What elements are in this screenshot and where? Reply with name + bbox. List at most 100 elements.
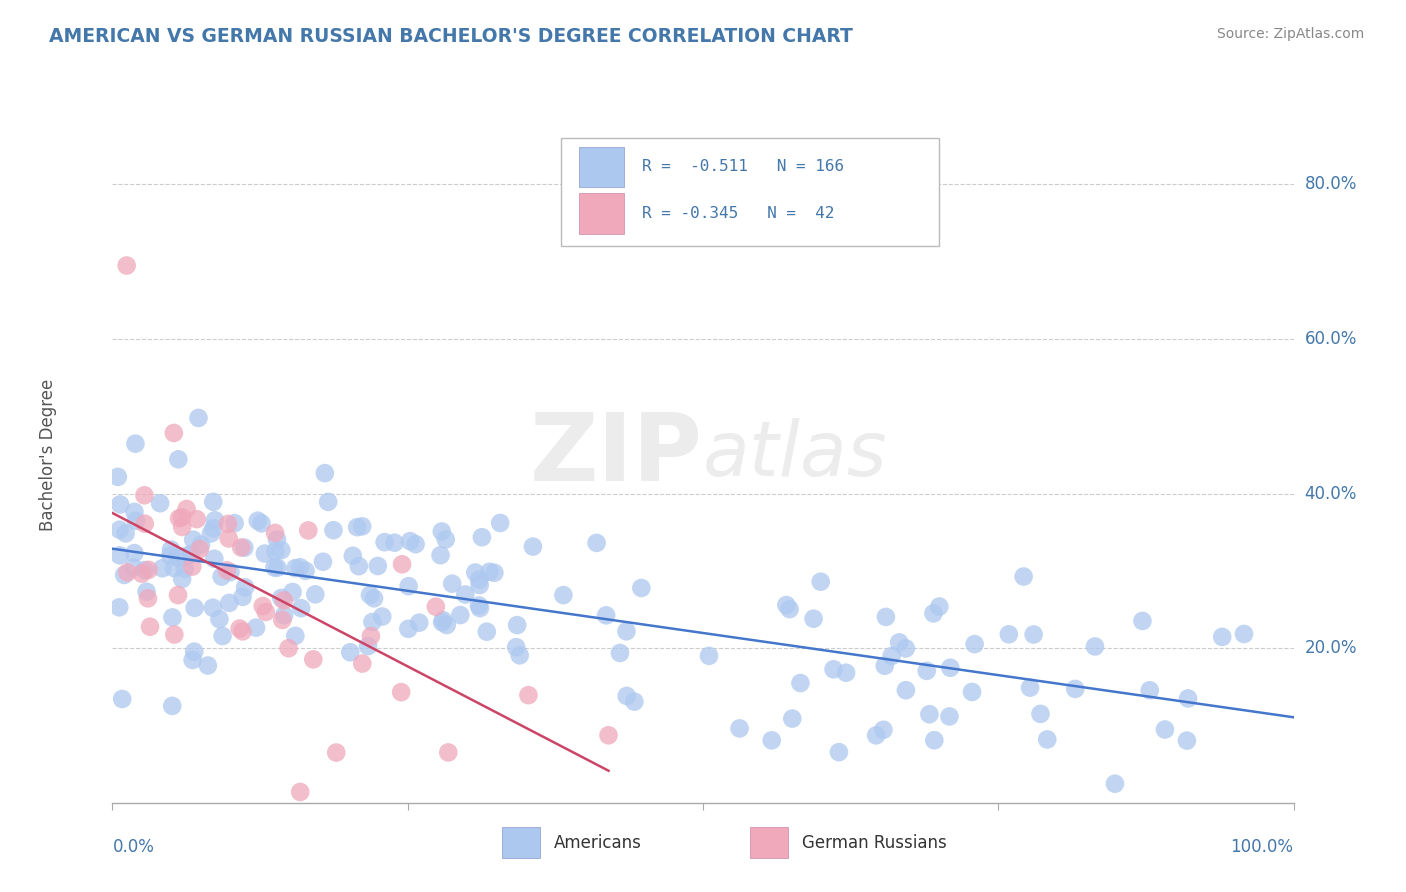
Point bbox=[202, 521, 225, 535]
Point bbox=[938, 709, 960, 723]
Point bbox=[211, 569, 233, 583]
Point bbox=[264, 544, 287, 558]
Point bbox=[865, 728, 887, 742]
Point bbox=[616, 624, 638, 639]
Point bbox=[302, 652, 325, 666]
Point bbox=[170, 510, 193, 524]
FancyBboxPatch shape bbox=[579, 146, 624, 187]
Point bbox=[215, 563, 238, 577]
Point bbox=[190, 538, 212, 552]
Point bbox=[270, 543, 292, 558]
Point bbox=[1036, 732, 1059, 747]
Point bbox=[360, 629, 382, 643]
Point bbox=[135, 584, 157, 599]
Point bbox=[233, 580, 256, 594]
Point bbox=[134, 563, 156, 577]
Text: atlas: atlas bbox=[703, 418, 887, 491]
Point bbox=[352, 657, 374, 671]
Point bbox=[430, 524, 453, 539]
Point bbox=[434, 533, 457, 547]
Point bbox=[396, 622, 419, 636]
Point bbox=[1132, 614, 1154, 628]
Point bbox=[775, 598, 797, 612]
Point bbox=[108, 497, 131, 511]
Point bbox=[517, 688, 540, 702]
Point bbox=[122, 560, 145, 574]
Point bbox=[322, 523, 344, 537]
Point bbox=[304, 587, 326, 601]
Point bbox=[553, 588, 575, 602]
Point bbox=[124, 436, 146, 450]
Point bbox=[149, 496, 172, 510]
Point bbox=[374, 535, 396, 549]
Point bbox=[915, 664, 938, 678]
Point bbox=[998, 627, 1021, 641]
Point bbox=[803, 612, 825, 626]
Point bbox=[1019, 681, 1042, 695]
Point bbox=[183, 644, 205, 658]
Point bbox=[211, 629, 233, 643]
FancyBboxPatch shape bbox=[751, 827, 787, 858]
Point bbox=[204, 513, 226, 527]
Point bbox=[391, 558, 413, 572]
Point bbox=[728, 722, 751, 736]
FancyBboxPatch shape bbox=[561, 138, 939, 246]
Point bbox=[136, 591, 159, 606]
Point bbox=[163, 425, 186, 440]
Point bbox=[408, 615, 430, 630]
Point bbox=[468, 573, 491, 587]
Point bbox=[505, 640, 527, 655]
Point bbox=[125, 514, 148, 528]
Point bbox=[384, 535, 406, 549]
Point bbox=[150, 561, 173, 575]
Point bbox=[437, 746, 460, 760]
Point bbox=[297, 524, 319, 538]
Point bbox=[232, 590, 254, 604]
Text: German Russians: German Russians bbox=[803, 834, 948, 852]
Point bbox=[266, 560, 288, 574]
Point bbox=[609, 646, 631, 660]
FancyBboxPatch shape bbox=[502, 827, 540, 858]
Point bbox=[290, 785, 312, 799]
Point bbox=[436, 618, 458, 632]
Point bbox=[316, 495, 339, 509]
Point bbox=[468, 601, 491, 615]
Point bbox=[312, 555, 335, 569]
Point bbox=[162, 610, 184, 624]
Point bbox=[779, 602, 801, 616]
Point bbox=[371, 609, 394, 624]
Point bbox=[167, 452, 190, 467]
Point bbox=[218, 532, 240, 546]
Point bbox=[875, 610, 897, 624]
Point bbox=[506, 618, 529, 632]
Point bbox=[398, 579, 420, 593]
Text: R =  -0.511   N = 166: R = -0.511 N = 166 bbox=[641, 160, 844, 174]
Point bbox=[468, 578, 491, 592]
Point bbox=[273, 608, 295, 623]
Point bbox=[828, 745, 851, 759]
Point bbox=[277, 641, 299, 656]
Point bbox=[616, 689, 638, 703]
Point bbox=[1104, 777, 1126, 791]
Point bbox=[264, 525, 287, 540]
Point bbox=[623, 695, 645, 709]
Point bbox=[108, 523, 131, 537]
Point bbox=[1012, 569, 1035, 583]
Point bbox=[228, 622, 250, 636]
Text: ZIP: ZIP bbox=[530, 409, 703, 501]
Point bbox=[314, 466, 336, 480]
Point bbox=[928, 599, 950, 614]
Point bbox=[361, 615, 384, 629]
Point bbox=[138, 563, 160, 577]
Point bbox=[918, 707, 941, 722]
Point bbox=[1022, 627, 1045, 641]
Point bbox=[176, 502, 198, 516]
Point bbox=[454, 587, 477, 601]
Point bbox=[425, 599, 447, 614]
Point bbox=[1154, 723, 1177, 737]
Point bbox=[139, 620, 162, 634]
Point bbox=[339, 645, 361, 659]
Point bbox=[117, 566, 139, 580]
Point bbox=[1175, 733, 1198, 747]
Point bbox=[489, 516, 512, 530]
